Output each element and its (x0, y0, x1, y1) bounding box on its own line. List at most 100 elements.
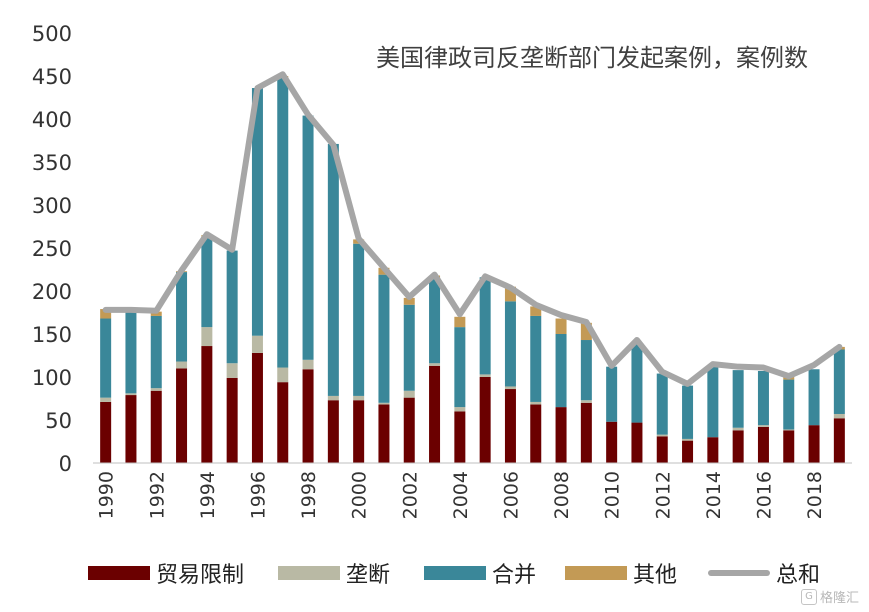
y-tick-label: 200 (32, 280, 72, 304)
bar-series-1-1994 (201, 346, 213, 463)
bar-series-1-2010 (606, 421, 618, 463)
bar-series-3-1992 (150, 315, 162, 389)
bar-series-3-1996 (251, 88, 263, 336)
legend-item-series-2: 垄断 (278, 555, 390, 591)
bar-series-1-1998 (302, 369, 314, 463)
bar-series-3-2013 (682, 385, 694, 439)
y-tick-label: 100 (32, 366, 72, 390)
bar-series-2-1992 (150, 388, 162, 391)
bar-series-3-1990 (100, 318, 112, 398)
bar-series-3-2004 (454, 327, 466, 408)
bar-series-2-1995 (226, 363, 238, 378)
bar-series-1-2007 (530, 404, 542, 463)
bar-series-2-2006 (504, 386, 516, 390)
y-tick-label: 150 (32, 323, 72, 347)
legend-label-series-1: 贸易限制 (156, 563, 245, 588)
x-tick-label: 1990 (96, 471, 118, 519)
bar-series-1-2003 (429, 365, 441, 463)
bar-series-3-1994 (201, 237, 213, 328)
bar-series-3-2006 (504, 301, 516, 387)
bar-series-2-1999 (327, 395, 339, 401)
bar-series-3-2000 (353, 243, 365, 396)
bar-series-1-2017 (783, 430, 795, 463)
x-tick-label: 2014 (703, 471, 725, 519)
bar-series-3-2001 (378, 274, 390, 403)
bar-series-1-1996 (251, 352, 263, 463)
x-tick-label: 2004 (450, 471, 472, 519)
y-tick-label: 500 (32, 22, 72, 46)
bar-series-2-2013 (682, 438, 694, 441)
y-tick-label: 450 (32, 65, 72, 89)
x-tick-label: 1996 (247, 471, 269, 519)
bar-series-2-2016 (757, 425, 769, 427)
legend-swatch-series-1 (88, 566, 150, 580)
bar-series-3-1991 (125, 311, 137, 394)
bar-series-1-2011 (631, 422, 643, 463)
bar-series-3-2011 (631, 343, 643, 423)
bar-series-4-2009 (580, 322, 592, 341)
legend-label-series-2: 垄断 (346, 563, 391, 588)
x-tick-label: 2006 (500, 471, 522, 519)
legend-swatch-total (708, 570, 770, 576)
bar-series-1-1992 (150, 390, 162, 463)
bar-series-3-2017 (783, 379, 795, 430)
x-tick-label: 2012 (652, 471, 674, 519)
bar-series-1-2002 (403, 397, 415, 463)
bar-series-2-2000 (353, 395, 365, 401)
bar-series-1-2001 (378, 404, 390, 463)
bar-series-1-1995 (226, 377, 238, 463)
bar-series-2-2002 (403, 390, 415, 398)
x-tick-label: 2000 (349, 471, 371, 519)
legend: 贸易限制 垄断 合并 其他 总和 (0, 555, 869, 595)
legend-label-series-3: 合并 (492, 563, 537, 588)
bar-series-3-2010 (606, 366, 618, 422)
y-tick-label: 300 (32, 194, 72, 218)
bar-series-2-2005 (479, 374, 491, 377)
bar-series-3-1999 (327, 143, 339, 396)
bar-series-2-2017 (783, 429, 795, 431)
bar-series-2-1997 (277, 367, 289, 383)
bar-series-1-2015 (732, 430, 744, 463)
bar-series-1-2018 (808, 425, 820, 463)
series-line-total (102, 71, 843, 387)
bar-series-2-1990 (100, 397, 112, 402)
bar-series-2-1994 (201, 327, 213, 347)
y-axis-ticks: 0 50 100 150 200 250 300 350 400 450 500 (32, 22, 72, 476)
bar-series-3-2002 (403, 304, 415, 391)
bar-series-1-1999 (327, 400, 339, 463)
bar-series-4-2004 (454, 316, 466, 328)
bar-series-3-1998 (302, 115, 314, 360)
legend-label-total: 总和 (776, 563, 821, 588)
legend-swatch-series-3 (424, 566, 486, 580)
x-tick-label: 2010 (602, 471, 624, 519)
bar-series-2-2003 (429, 363, 441, 366)
bar-series-3-2008 (555, 334, 567, 408)
bar-series-3-2012 (656, 373, 668, 435)
watermark-logo-icon: G (800, 588, 817, 605)
bar-series-2-2012 (656, 434, 668, 437)
bar-series-3-2019 (833, 349, 845, 414)
bar-series-3-2005 (479, 277, 491, 375)
bar-series-1-1991 (125, 395, 137, 463)
x-tick-label: 2002 (399, 471, 421, 519)
x-tick-label: 1994 (197, 471, 219, 519)
bar-series-3-1997 (277, 77, 289, 368)
bar-series-1-2013 (682, 440, 694, 463)
bar-series-2-1998 (302, 359, 314, 370)
bar-series-4-2006 (504, 286, 516, 302)
bar-series-2-2004 (454, 407, 466, 412)
bar-series-2-2007 (530, 401, 542, 405)
legend-swatch-series-2 (278, 566, 340, 580)
bar-series-1-2008 (555, 407, 567, 463)
bars (100, 76, 845, 463)
bar-series-4-1990 (100, 309, 112, 319)
y-tick-label: 0 (59, 452, 72, 476)
bar-series-3-1993 (176, 272, 188, 362)
legend-item-series-1: 贸易限制 (88, 555, 244, 591)
bar-series-1-2006 (504, 389, 516, 463)
bar-series-1-2000 (353, 400, 365, 463)
bar-series-3-2007 (530, 315, 542, 402)
y-tick-label: 400 (32, 108, 72, 132)
legend-swatch-series-4 (565, 566, 627, 580)
